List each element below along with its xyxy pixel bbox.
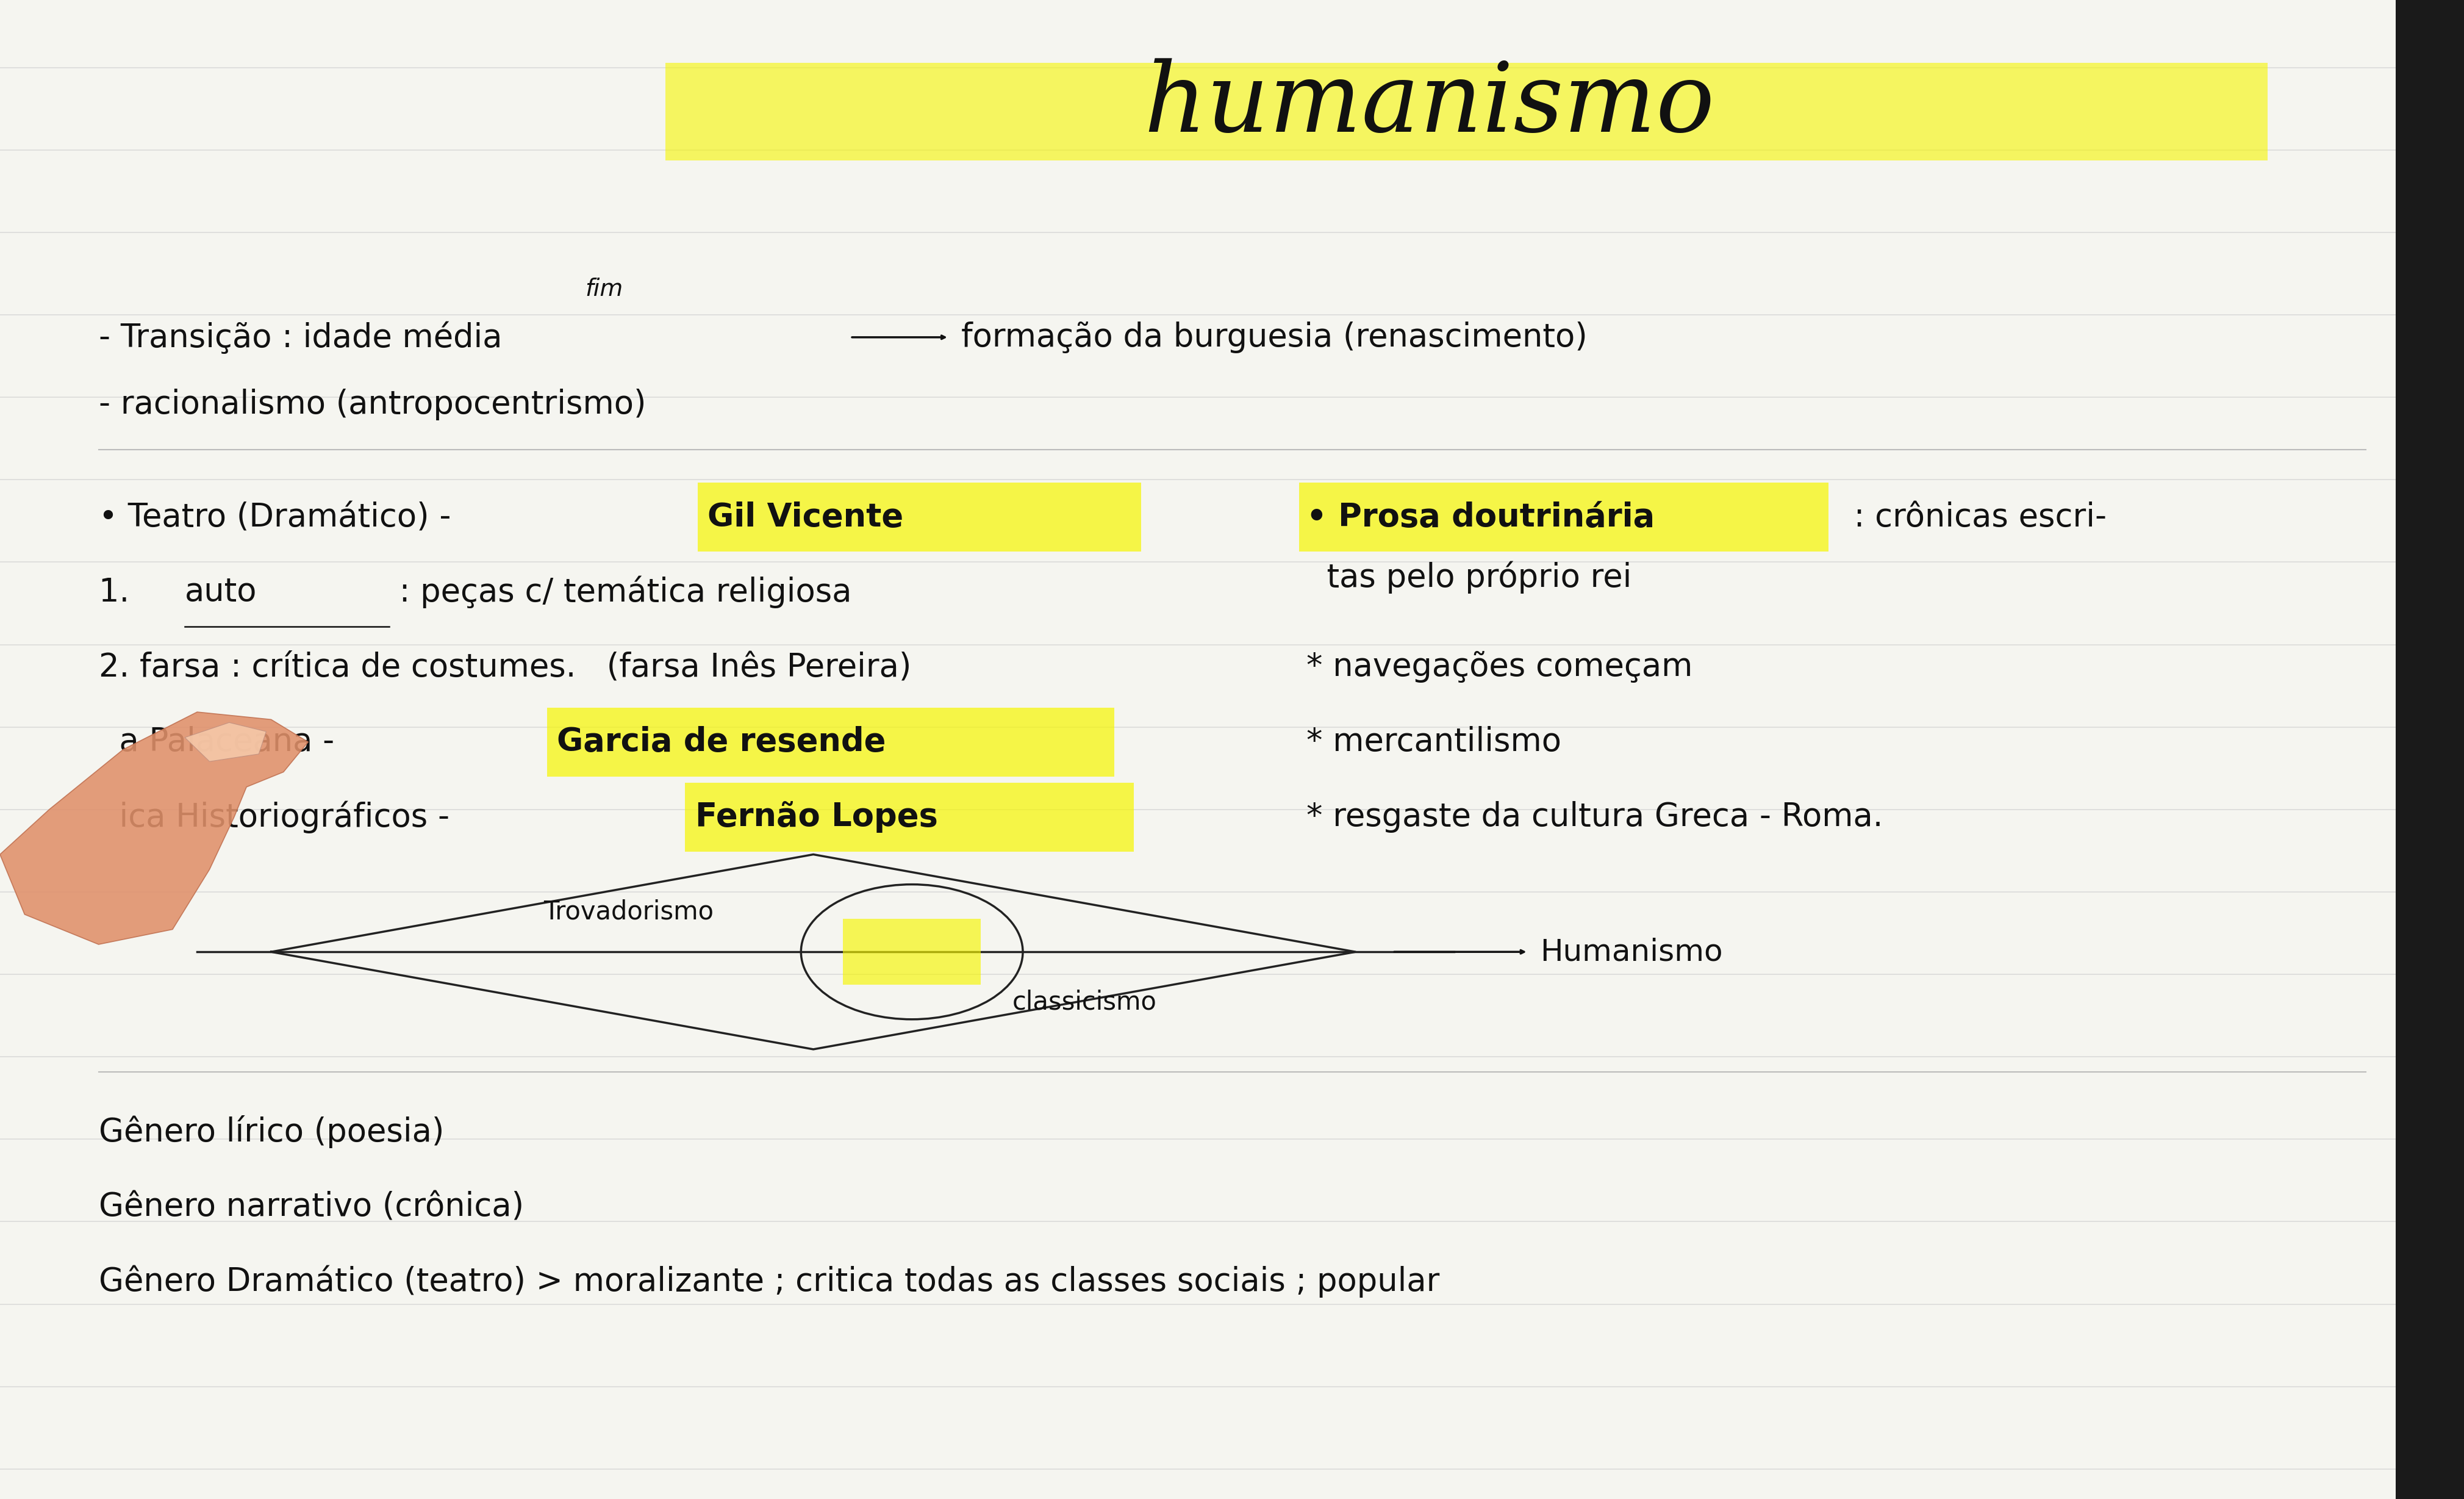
Polygon shape: [0, 712, 308, 944]
FancyBboxPatch shape: [2395, 0, 2464, 1499]
Text: 1.: 1.: [99, 576, 140, 609]
FancyBboxPatch shape: [697, 483, 1141, 552]
Text: fim: fim: [584, 277, 623, 301]
FancyBboxPatch shape: [843, 919, 981, 985]
Text: Gil Vicente: Gil Vicente: [707, 501, 902, 534]
Text: : peças c/ temática religiosa: : peças c/ temática religiosa: [389, 576, 853, 609]
Text: Gênero Dramático (teatro) > moralizante ; critica todas as classes sociais ; pop: Gênero Dramático (teatro) > moralizante …: [99, 1265, 1439, 1298]
Text: a Palaceana -: a Palaceana -: [99, 726, 345, 758]
Text: tas pelo próprio rei: tas pelo próprio rei: [1306, 561, 1631, 594]
Text: : crônicas escri-: : crônicas escri-: [1843, 501, 2107, 534]
Text: Trovadorismo: Trovadorismo: [542, 899, 715, 925]
FancyBboxPatch shape: [685, 782, 1133, 851]
Text: formação da burguesia (renascimento): formação da burguesia (renascimento): [961, 321, 1587, 354]
FancyBboxPatch shape: [665, 63, 2267, 160]
Polygon shape: [185, 723, 266, 761]
Text: Gênero narrativo (crônica): Gênero narrativo (crônica): [99, 1190, 525, 1223]
Text: humanismo: humanismo: [1143, 58, 1715, 151]
Text: * resgaste da cultura Greca - Roma.: * resgaste da cultura Greca - Roma.: [1306, 800, 1882, 833]
Text: - Transição : idade média: - Transição : idade média: [99, 321, 503, 354]
Text: auto: auto: [185, 576, 256, 609]
Text: Garcia de resende: Garcia de resende: [557, 726, 885, 758]
FancyBboxPatch shape: [1299, 483, 1828, 552]
Text: ica Historiográficos -: ica Historiográficos -: [99, 800, 458, 833]
Text: • Teatro (Dramático) -: • Teatro (Dramático) -: [99, 501, 461, 534]
Text: Humanismo: Humanismo: [1540, 937, 1722, 967]
Text: - racionalismo (antropocentrismo): - racionalismo (antropocentrismo): [99, 388, 646, 421]
FancyBboxPatch shape: [547, 708, 1114, 776]
Text: * navegações começam: * navegações começam: [1306, 651, 1693, 684]
Text: Fernão Lopes: Fernão Lopes: [695, 800, 936, 833]
Text: Gênero lírico (poesia): Gênero lírico (poesia): [99, 1115, 444, 1148]
Text: * mercantilismo: * mercantilismo: [1306, 726, 1560, 758]
Text: 2. farsa : crítica de costumes.   (farsa Inês Pereira): 2. farsa : crítica de costumes. (farsa I…: [99, 651, 912, 684]
Text: classicismo: classicismo: [1013, 989, 1156, 1015]
Text: • Prosa doutrinária: • Prosa doutrinária: [1306, 501, 1653, 534]
